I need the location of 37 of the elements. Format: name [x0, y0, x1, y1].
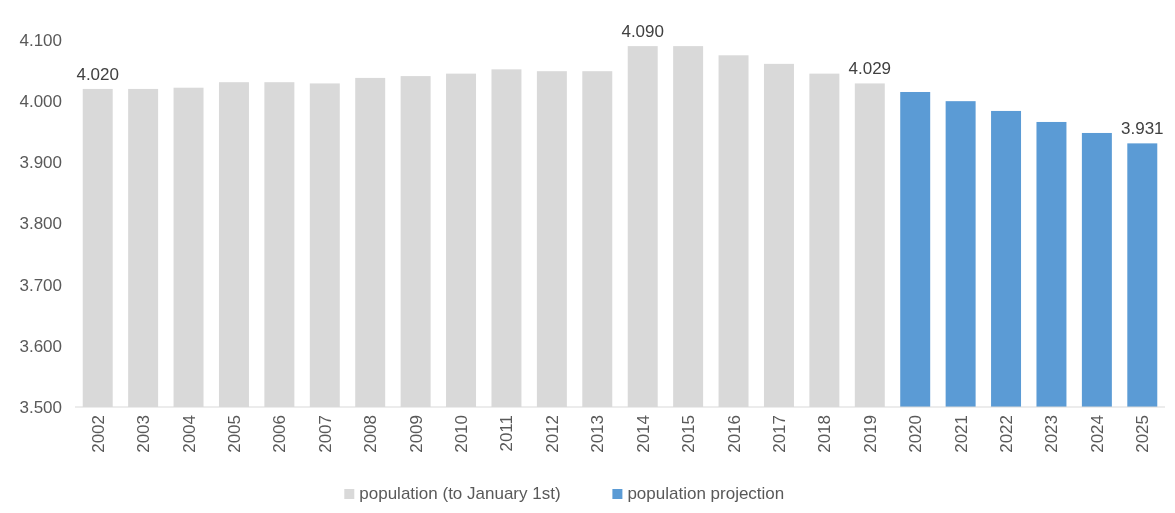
- x-tick-label: 2014: [633, 415, 653, 453]
- x-tick-label: 2003: [134, 415, 154, 453]
- legend-label: population projection: [627, 484, 785, 503]
- data-label: 4.020: [76, 64, 119, 84]
- x-tick-label: 2020: [906, 415, 926, 453]
- x-tick-label: 2002: [88, 415, 108, 453]
- x-tick-label: 2005: [224, 415, 244, 453]
- x-tick-label: 2025: [1133, 415, 1153, 453]
- legend-label: population (to January 1st): [359, 484, 561, 503]
- data-label: 4.090: [621, 22, 664, 42]
- x-tick-label: 2011: [497, 415, 517, 452]
- y-tick-label: 4.100: [19, 30, 62, 50]
- x-tick-label: 2015: [679, 415, 699, 453]
- x-tick-label: 2010: [452, 415, 472, 453]
- x-tick-label: 2017: [769, 415, 789, 453]
- y-tick-label: 3.800: [19, 214, 62, 234]
- x-tick-label: 2016: [724, 415, 744, 453]
- x-tick-label: 2024: [1087, 415, 1107, 453]
- x-tick-label: 2023: [1042, 415, 1062, 453]
- data-label: 3.931: [1121, 119, 1164, 139]
- x-tick-label: 2019: [860, 415, 880, 453]
- x-tick-label: 2013: [588, 415, 608, 453]
- y-tick-label: 3.900: [19, 153, 62, 173]
- data-label: 4.029: [848, 59, 892, 79]
- x-tick-label: 2012: [542, 415, 562, 453]
- x-tick-label: 2022: [997, 415, 1017, 453]
- y-tick-label: 3.600: [19, 336, 62, 356]
- x-tick-label: 2006: [270, 415, 290, 453]
- x-tick-label: 2018: [815, 415, 835, 453]
- x-tick-label: 2021: [951, 415, 971, 453]
- x-tick-label: 2007: [315, 415, 335, 453]
- x-tick-label: 2004: [179, 415, 199, 453]
- x-tick-label: 2009: [406, 415, 426, 453]
- y-tick-label: 3.500: [19, 397, 62, 417]
- x-tick-label: 2008: [361, 415, 381, 453]
- y-tick-label: 4.000: [19, 92, 62, 112]
- y-tick-label: 3.700: [19, 275, 62, 295]
